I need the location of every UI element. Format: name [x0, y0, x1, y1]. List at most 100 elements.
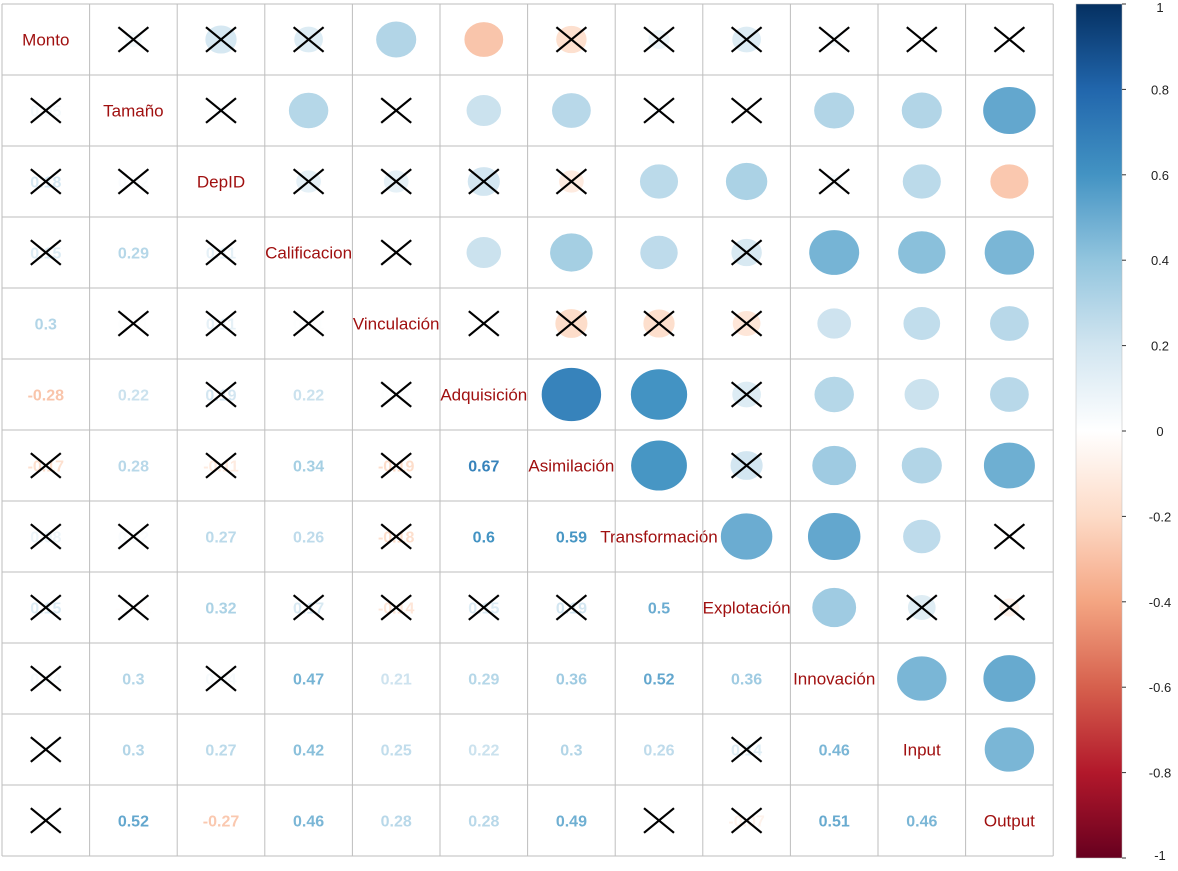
- correlation-value: 0.17: [293, 601, 324, 618]
- insignificant-cross: [380, 381, 412, 408]
- colorbar-tick-label: 0: [1156, 424, 1163, 439]
- insignificant-cross: [30, 168, 62, 195]
- correlation-value: 0.27: [205, 743, 236, 760]
- correlation-value: 0.22: [118, 388, 149, 405]
- correlation-value: 0.32: [205, 601, 236, 618]
- correlation-value: 0.27: [205, 530, 236, 547]
- correlation-value: 0.22: [293, 388, 324, 405]
- insignificant-cross: [117, 523, 150, 550]
- correlation-value: 0.29: [468, 672, 499, 689]
- insignificant-cross: [292, 26, 325, 53]
- insignificant-cross: [380, 452, 412, 479]
- colorbar-tick-label: 0.4: [1151, 253, 1169, 268]
- insignificant-cross: [292, 310, 325, 337]
- correlation-circle: [902, 164, 941, 199]
- correlation-circle: [898, 231, 946, 274]
- insignificant-cross: [730, 26, 763, 53]
- insignificant-cross: [468, 310, 500, 337]
- correlation-value: 0.04: [205, 672, 236, 689]
- colorbar-tick-label: 0.8: [1151, 82, 1169, 97]
- correlation-value: 0.5: [648, 601, 670, 618]
- correlation-circle: [984, 230, 1035, 275]
- insignificant-cross: [30, 452, 62, 479]
- insignificant-cross: [30, 807, 62, 834]
- insignificant-cross: [117, 168, 150, 195]
- insignificant-cross: [993, 26, 1026, 53]
- insignificant-cross: [555, 594, 588, 621]
- correlation-value: 0.34: [293, 459, 324, 476]
- correlation-circle: [376, 21, 417, 58]
- correlation-value: 0.02: [118, 175, 149, 192]
- correlation-value: 0.46: [293, 814, 324, 831]
- colorbar-tick-label: 0.6: [1151, 168, 1169, 183]
- correlation-circle: [466, 237, 502, 268]
- correlation-value: 0.52: [118, 814, 149, 831]
- correlation-circle: [897, 656, 947, 701]
- colorbar-tick-label: -0.4: [1149, 595, 1171, 610]
- insignificant-cross: [643, 310, 675, 337]
- correlation-circle: [809, 230, 860, 275]
- variable-label: Calificacion: [265, 244, 352, 263]
- insignificant-cross: [205, 452, 237, 479]
- correlation-circle: [464, 22, 504, 57]
- correlation-circle: [990, 306, 1029, 341]
- insignificant-cross: [380, 168, 412, 195]
- correlation-circle: [984, 727, 1035, 772]
- correlation-circle: [812, 445, 857, 486]
- correlation-value: 0.49: [556, 814, 587, 831]
- insignificant-cross: [730, 310, 763, 337]
- correlation-value: 0.36: [556, 672, 587, 689]
- colorbar-tick-label: -0.2: [1149, 509, 1171, 524]
- correlation-circle: [983, 86, 1036, 135]
- correlation-circle: [288, 92, 329, 129]
- correlation-value: 0.19: [205, 388, 236, 405]
- correlation-value: 0.3: [122, 672, 144, 689]
- correlation-value: 0.14: [731, 743, 762, 760]
- insignificant-cross: [117, 594, 150, 621]
- correlation-value: 0.15: [30, 246, 61, 263]
- insignificant-cross: [30, 523, 62, 550]
- correlation-value: 0.01: [293, 317, 324, 334]
- correlation-value: 0.3: [35, 317, 57, 334]
- correlation-circle: [552, 93, 591, 128]
- insignificant-cross: [643, 26, 675, 53]
- correlation-value: -0.18: [378, 530, 415, 547]
- correlation-circle: [904, 379, 940, 410]
- correlation-value: 0.25: [381, 743, 412, 760]
- insignificant-cross: [993, 594, 1026, 621]
- insignificant-cross: [730, 239, 763, 266]
- insignificant-cross: [117, 310, 150, 337]
- correlation-circle: [903, 519, 941, 554]
- variable-label: Adquisición: [440, 386, 527, 405]
- insignificant-cross: [117, 26, 150, 53]
- correlation-circle: [990, 377, 1029, 412]
- insignificant-cross: [730, 97, 763, 124]
- correlation-circle: [990, 164, 1029, 199]
- insignificant-cross: [30, 594, 62, 621]
- correlation-value: 0.51: [819, 814, 850, 831]
- correlation-value: 0.47: [293, 672, 324, 689]
- correlation-circle: [541, 367, 602, 422]
- correlation-value: 0.19: [556, 601, 587, 618]
- insignificant-cross: [205, 310, 237, 337]
- correlation-circle: [901, 92, 942, 129]
- correlation-value: -0.07: [728, 814, 765, 831]
- correlation-value: 0.59: [556, 530, 587, 547]
- insignificant-cross: [555, 26, 588, 53]
- correlation-circle: [720, 513, 773, 560]
- colorbar-tick-label: -0.6: [1149, 680, 1171, 695]
- correlation-value: 0.28: [468, 814, 499, 831]
- variable-label: Input: [903, 741, 941, 760]
- insignificant-cross: [380, 523, 412, 550]
- correlation-circle: [814, 376, 854, 413]
- insignificant-cross: [205, 26, 237, 53]
- insignificant-cross: [380, 97, 412, 124]
- insignificant-cross: [643, 807, 675, 834]
- correlation-circle: [640, 235, 678, 270]
- correlation-value: 0.02: [118, 530, 149, 547]
- variable-label: DepID: [197, 173, 245, 192]
- correlation-value: 0.01: [118, 317, 149, 334]
- matrix-grid: [1, 3, 1054, 857]
